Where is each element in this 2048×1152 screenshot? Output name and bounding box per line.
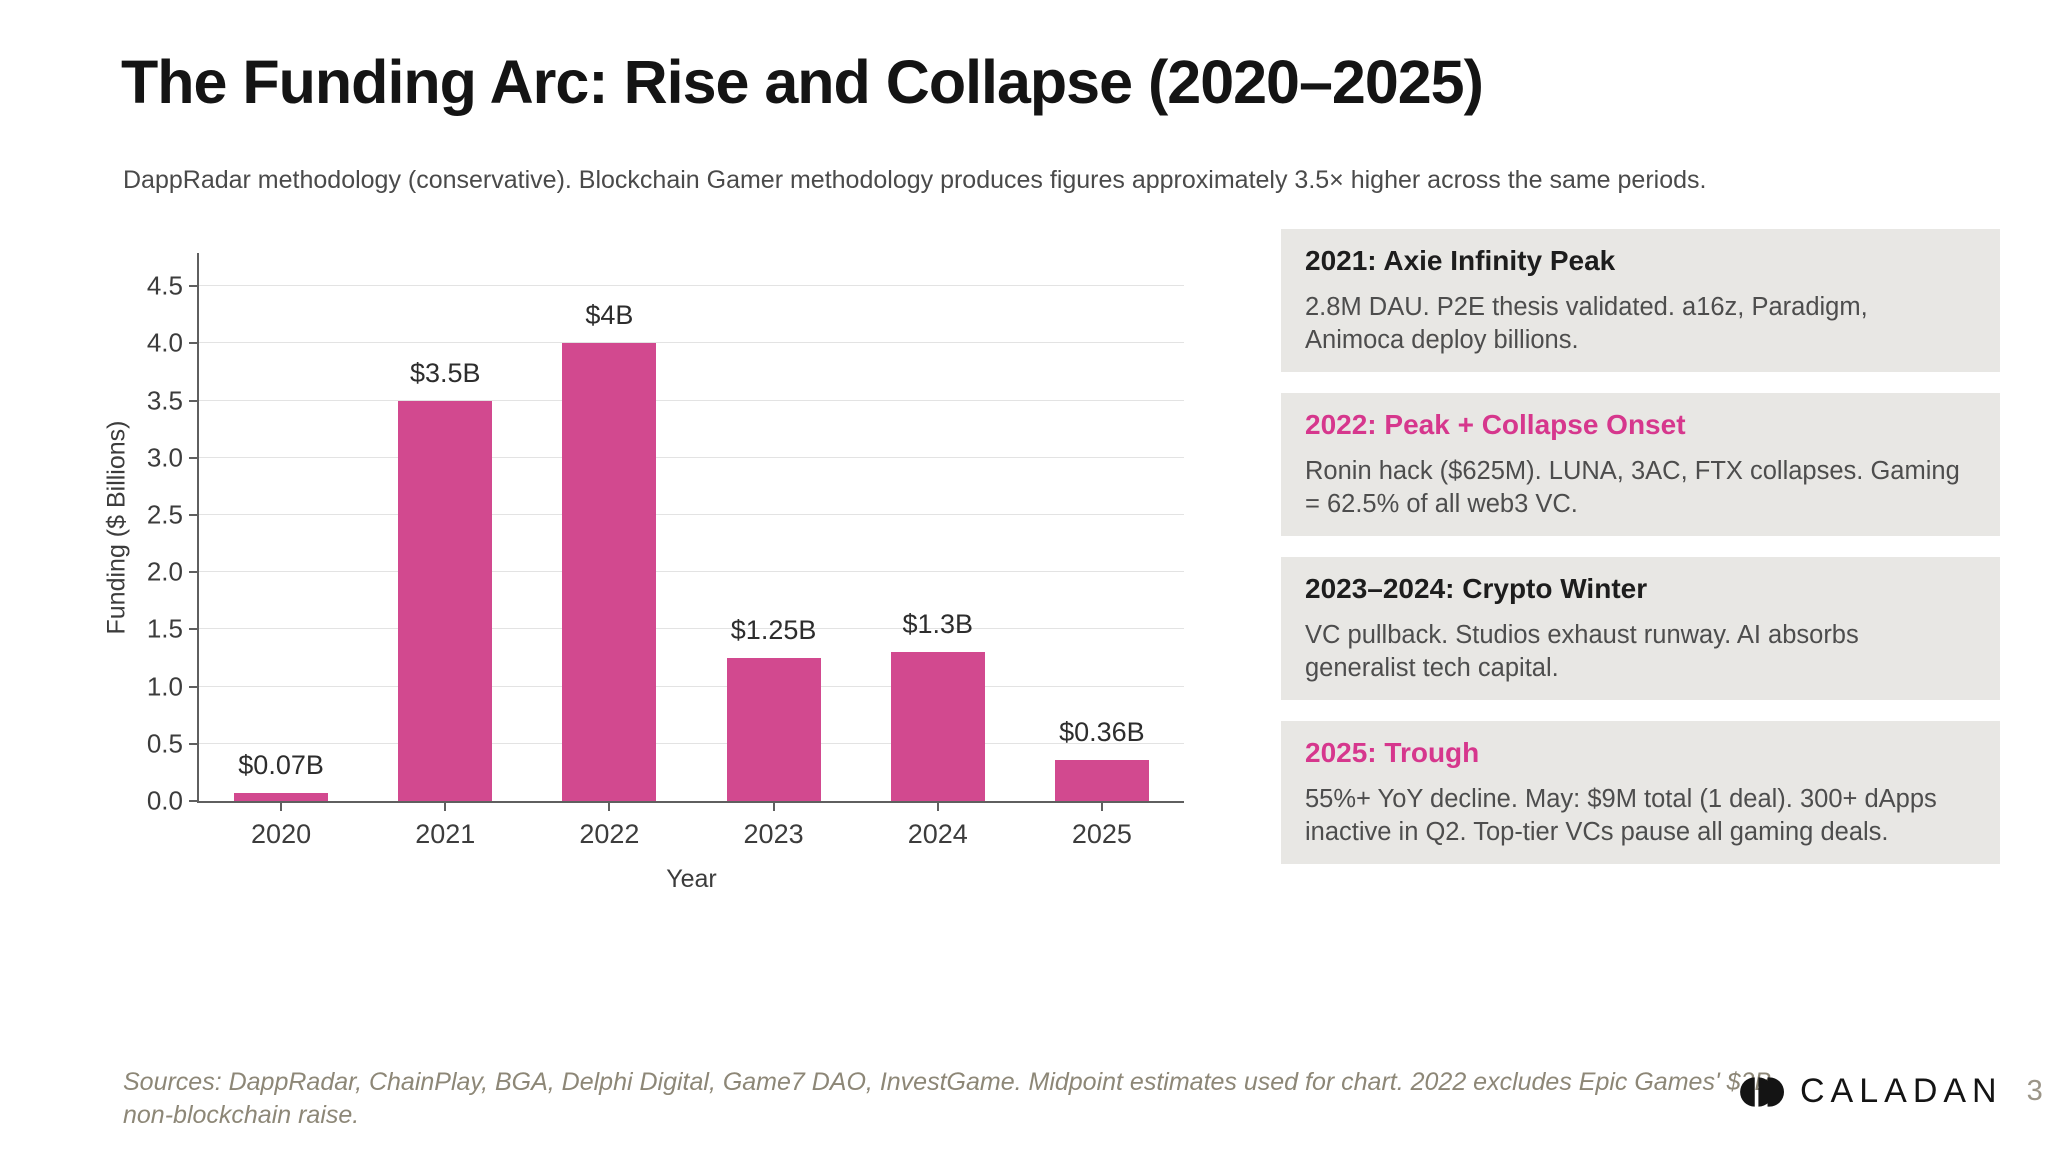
x-tick-label: 2022 — [579, 819, 640, 849]
callout-title: 2022: Peak + Collapse Onset — [1305, 409, 1686, 440]
x-tick-label: 2023 — [743, 819, 804, 849]
y-tick-mark — [189, 742, 197, 745]
gridline — [199, 742, 1184, 744]
bar-value-label: $1.3B — [902, 609, 974, 640]
callout-title: 2023–2024: Crypto Winter — [1305, 573, 1648, 604]
sources-note-line: non-blockchain raise. — [123, 1101, 360, 1129]
bar-value-label: $3.5B — [409, 357, 481, 388]
plot-area: Funding ($ Billions) Year 0.0 0.5 1.0 1.5 2.… — [103, 253, 1184, 893]
sources-note-line: Sources: DappRadar, ChainPlay, BGA, Delp… — [123, 1068, 1772, 1096]
y-tick-mark — [189, 628, 197, 631]
callout-body: VC pullback. Studios exhaust runway. AI … — [1305, 621, 1859, 682]
x-tick-mark — [608, 803, 611, 811]
gridline — [199, 514, 1184, 515]
bar — [398, 400, 493, 801]
gridline — [199, 399, 1184, 401]
bar — [1054, 759, 1149, 801]
y-tick-mark — [189, 399, 197, 402]
caladan-logo-icon — [1724, 1076, 1784, 1107]
subtitle: DappRadar methodology (conservative). Bl… — [123, 166, 1707, 194]
y-tick-mark — [189, 285, 197, 288]
page-number: 3 — [2026, 1075, 2043, 1107]
x-tick-mark — [1100, 803, 1103, 811]
bar — [562, 343, 657, 801]
callout-title: 2021: Axie Infinity Peak — [1305, 245, 1616, 276]
y-tick-label: 0.0 — [146, 785, 183, 816]
y-tick-label: 0.5 — [146, 728, 183, 759]
brand-logo: CALADAN 3 — [1720, 1072, 2043, 1111]
callout-card: 2021: Axie Infinity Peak 2.8M DAU. P2E th… — [1281, 229, 2000, 372]
callouts: 2021: Axie Infinity Peak 2.8M DAU. P2E th… — [1281, 229, 2000, 885]
x-tick-mark — [280, 803, 283, 811]
y-tick-mark — [189, 571, 197, 574]
y-tick-label: 2.5 — [146, 499, 183, 530]
callout-card: 2025: Trough 55%+ YoY decline. May: $9M t… — [1281, 721, 2000, 864]
gridline — [199, 571, 1184, 573]
y-axis-label: Funding ($ Billions) — [102, 420, 131, 634]
gridline — [199, 285, 1184, 287]
x-tick-mark — [936, 803, 939, 811]
x-tick-mark — [772, 803, 775, 811]
y-tick-mark — [189, 800, 197, 802]
bar — [726, 658, 821, 801]
y-tick-label: 4.0 — [146, 327, 183, 358]
callout-card: 2022: Peak + Collapse Onset Ronin hack ($… — [1281, 393, 2000, 536]
callout-body: 2.8M DAU. P2E thesis validated. a16z, Pa… — [1305, 293, 1868, 354]
bar — [890, 652, 985, 801]
y-tick-label: 1.0 — [146, 671, 183, 702]
bar-value-label: $0.07B — [238, 750, 324, 780]
x-tick-label: 2025 — [1071, 819, 1132, 849]
y-tick-mark — [189, 514, 197, 516]
gridline — [199, 628, 1184, 630]
y-tick-label: 3.5 — [146, 385, 183, 416]
y-tick-mark — [189, 342, 197, 345]
x-tick-mark — [444, 803, 447, 811]
y-tick-mark — [189, 685, 197, 688]
bar-value-label: $1.25B — [730, 615, 817, 645]
bar-value-label: $4B — [585, 300, 634, 331]
brand-name: CALADAN — [1800, 1072, 2003, 1110]
bar-value-label: $0.36B — [1059, 716, 1145, 747]
callout-body: Ronin hack ($625M). LUNA, 3AC, FTX colla… — [1305, 457, 1960, 518]
y-axis-label-wrap: Funding ($ Billions) — [97, 253, 137, 801]
gridline — [199, 685, 1184, 687]
y-tick-label: 1.5 — [146, 613, 183, 644]
bar — [234, 793, 329, 801]
gridline — [199, 342, 1184, 344]
y-tick-label: 2.0 — [146, 556, 183, 587]
callout-card: 2023–2024: Crypto Winter VC pullback. Stu… — [1281, 557, 2000, 700]
callout-title: 2025: Trough — [1305, 737, 1480, 768]
x-tick-label: 2020 — [251, 819, 312, 849]
callout-body: 55%+ YoY decline. May: $9M total (1 deal… — [1305, 785, 1937, 846]
y-tick-label: 3.0 — [146, 442, 183, 473]
x-axis-label: Year — [666, 865, 717, 893]
page-title: The Funding Arc: Rise and Collapse (2020… — [121, 48, 1484, 116]
gridline — [199, 456, 1184, 458]
x-tick-label: 2024 — [907, 819, 968, 849]
sources-note: Sources: DappRadar, ChainPlay, BGA, Delp… — [123, 1066, 1771, 1132]
x-tick-label: 2021 — [415, 819, 476, 849]
y-tick-mark — [189, 456, 197, 459]
y-tick-label: 4.5 — [146, 270, 183, 301]
